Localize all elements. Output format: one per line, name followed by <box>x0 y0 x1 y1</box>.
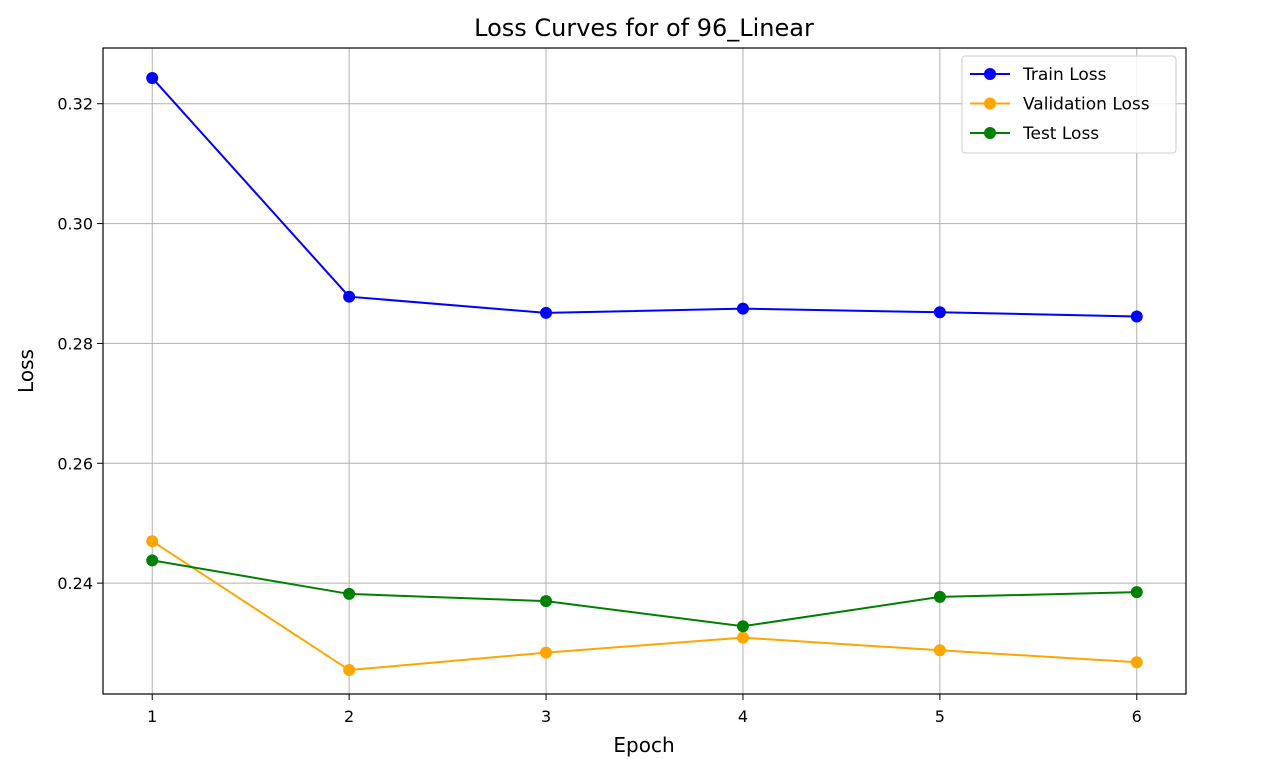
y-tick-label: 0.32 <box>57 95 93 114</box>
legend-box <box>961 55 1177 154</box>
train-loss-point <box>1130 310 1143 323</box>
test-loss-point <box>933 590 946 603</box>
legend: Train Loss Validation Loss Test Loss <box>961 55 1177 154</box>
legend-test-loss-marker <box>984 127 996 139</box>
y-tick-label: 0.30 <box>57 215 93 234</box>
train-loss-point <box>933 306 946 319</box>
train-loss-line <box>151 77 1137 318</box>
legend-validation-loss-marker <box>984 97 996 110</box>
validation-loss-point <box>146 535 159 548</box>
legend-test-loss-label: Test Loss <box>1022 124 1099 144</box>
x-tick-label: 6 <box>1132 707 1142 726</box>
validation-loss-line <box>151 540 1137 672</box>
legend-validation-loss-label: Validation Loss <box>1023 95 1150 115</box>
train-loss-point <box>540 306 553 319</box>
train-loss-point <box>146 71 159 84</box>
validation-loss-point <box>736 631 749 644</box>
test-loss-point <box>736 620 749 633</box>
x-tick-label: 3 <box>541 707 551 726</box>
test-loss-point <box>1130 586 1143 599</box>
x-tick-label: 5 <box>935 707 945 726</box>
test-loss-line <box>152 559 1137 628</box>
y-tick-label: 0.26 <box>57 454 93 473</box>
legend-train-loss-label: Train Loss <box>1022 65 1107 85</box>
validation-loss-point <box>540 646 553 659</box>
legend-train-loss-marker <box>984 68 996 80</box>
y-tick-label: 0.24 <box>57 574 93 593</box>
test-loss-point <box>540 595 553 608</box>
series-layer <box>146 71 1143 677</box>
validation-loss-point <box>343 664 356 677</box>
x-axis-title: Epoch <box>613 733 674 757</box>
x-tick-label: 1 <box>147 707 157 726</box>
train-loss-point <box>736 302 749 315</box>
x-tick-label: 4 <box>738 707 748 726</box>
y-axis-title: Loss <box>14 349 38 393</box>
train-loss-point <box>343 290 356 303</box>
y-tick-label: 0.28 <box>57 334 93 353</box>
ticks: 1 2 3 4 5 6 0.24 0.26 0.28 0.30 0.32 <box>57 95 1141 726</box>
x-tick-label: 2 <box>344 707 354 726</box>
plot-frame <box>102 47 1187 695</box>
chart-title: Loss Curves for of 96_Linear <box>474 14 814 42</box>
test-loss-point <box>146 554 159 567</box>
test-loss-point <box>343 587 356 600</box>
validation-loss-point <box>933 644 946 657</box>
validation-loss-point <box>1130 656 1143 669</box>
